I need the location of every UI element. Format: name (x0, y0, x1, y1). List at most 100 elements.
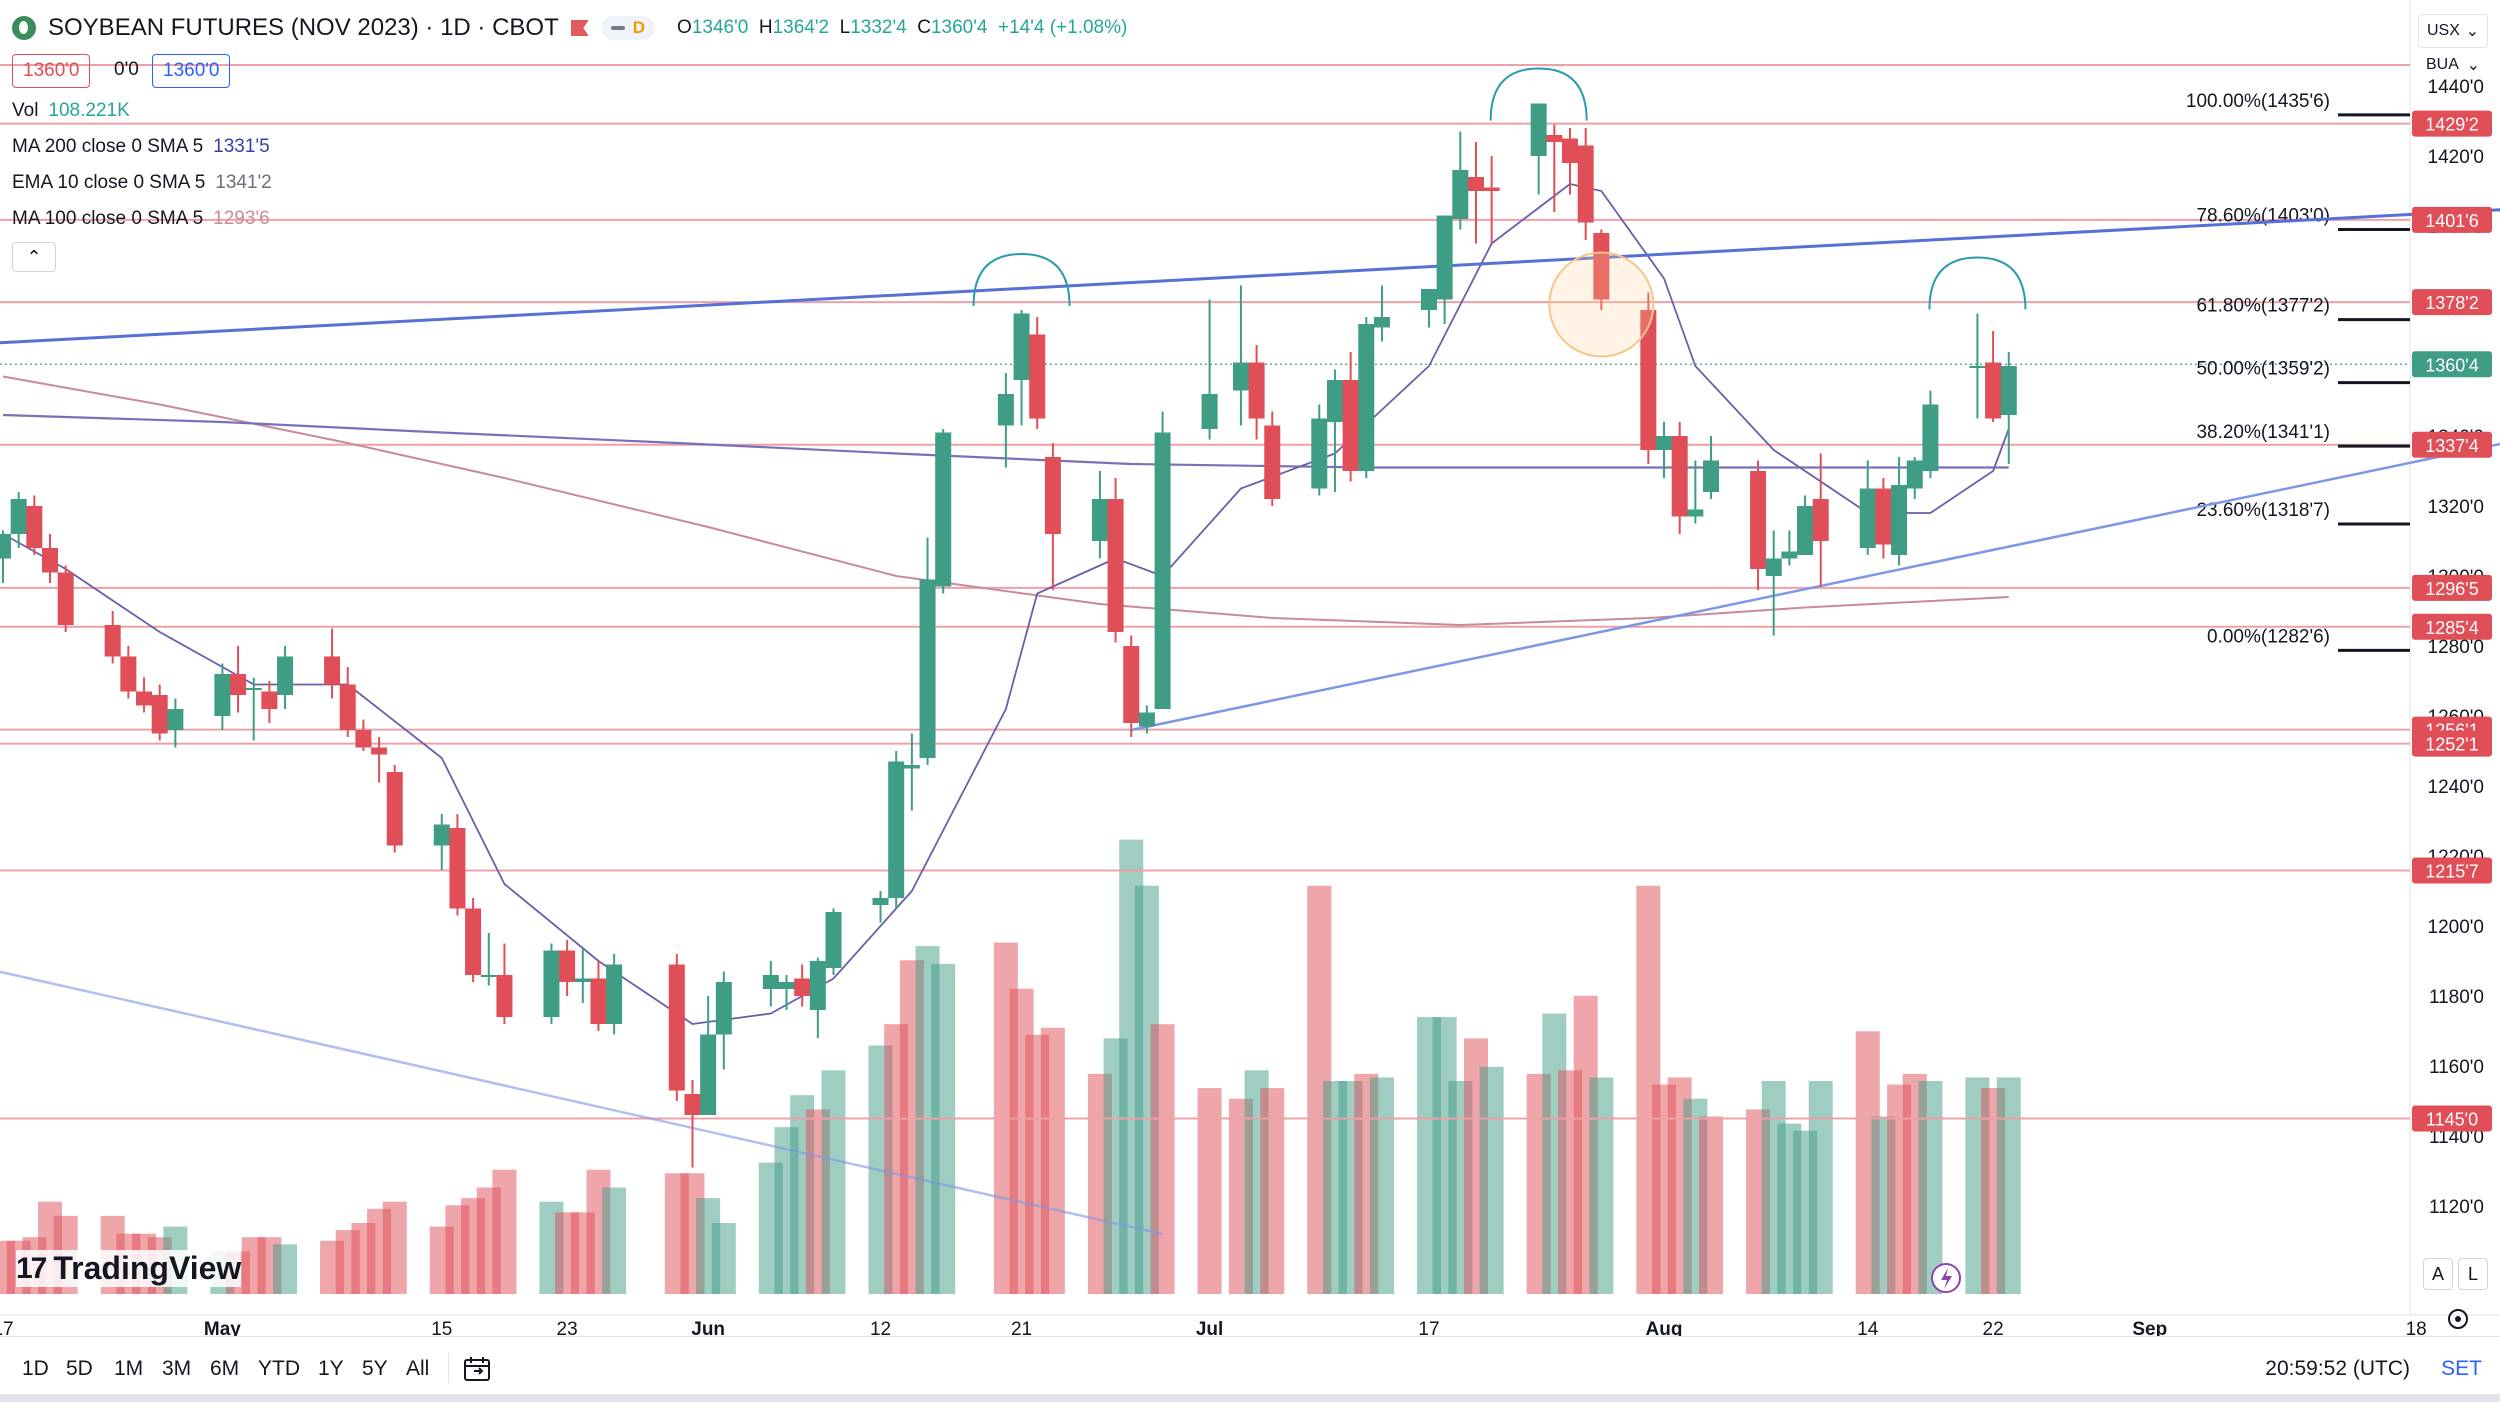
log-scale-button[interactable]: L (2458, 1258, 2488, 1290)
price-level-badge (2412, 1105, 2492, 1132)
candle (1420, 289, 1437, 328)
candle (1546, 124, 1563, 212)
calendar-goto-icon[interactable] (462, 1355, 494, 1383)
symbol-title[interactable]: SOYBEAN FUTURES (NOV 2023) · 1D · CBOT (48, 14, 559, 41)
candle-body (888, 761, 905, 898)
candle-body (245, 688, 262, 690)
candle (1232, 285, 1249, 426)
candle-body (10, 499, 27, 534)
candle (794, 964, 811, 1007)
range-1y-button[interactable]: 1Y (318, 1357, 344, 1380)
candle (606, 954, 623, 1035)
buy-price-button[interactable]: 1360'0 (152, 54, 231, 88)
volume-bar (1996, 1077, 2021, 1294)
candle (1906, 457, 1923, 499)
candle (778, 975, 795, 1010)
candle (888, 751, 905, 909)
tradingview-logo[interactable]: 17 TradingView (16, 1250, 242, 1287)
candle (1859, 460, 1876, 555)
volume-bar (711, 1223, 736, 1294)
candle (1562, 128, 1578, 195)
candle-body (1420, 289, 1437, 310)
volume-bar (1150, 1024, 1175, 1294)
candle-body (465, 908, 482, 975)
chevron-down-icon: ⌄ (2465, 23, 2479, 40)
candle (1107, 478, 1124, 643)
price-level-badge-label: 1296'5 (2425, 579, 2479, 599)
time-tick-label: 21 (1011, 1319, 1032, 1340)
candle-body (1969, 366, 1986, 368)
range-3m-button[interactable]: 3M (162, 1357, 192, 1380)
candle-body (1875, 488, 1892, 545)
volume-bar (931, 963, 956, 1294)
flag-icon[interactable] (570, 20, 589, 36)
time-tick-label: Jul (1196, 1319, 1223, 1340)
candle (120, 646, 137, 699)
candle (1593, 229, 1610, 310)
price-tick-label: 1180'0 (2429, 987, 2484, 1008)
candle-body (1703, 460, 1720, 492)
unit-select[interactable]: BUA ⌄ (2426, 56, 2480, 74)
candle (136, 677, 153, 713)
fib-level-label: 61.80%(1377'2) (2196, 296, 2330, 317)
utc-clock[interactable]: 20:59:52 (UTC) (2265, 1357, 2410, 1380)
time-tick-label: Aug (1646, 1319, 1683, 1340)
range-5y-button[interactable]: 5Y (362, 1357, 388, 1380)
data-mode-toggle[interactable]: D (600, 16, 656, 40)
ma200-legend[interactable]: MA 200 close 0 SMA 5 1331'5 (12, 136, 270, 157)
collapse-legend-button[interactable]: ⌃ (12, 242, 56, 272)
candle-body (1232, 362, 1249, 391)
candle-body (136, 691, 153, 706)
candle (559, 940, 576, 996)
candle (2000, 352, 2017, 464)
volume-bar (1699, 1116, 1724, 1294)
candle-body (1373, 317, 1390, 328)
pattern-arc (1928, 256, 2027, 310)
ma100-legend[interactable]: MA 100 close 0 SMA 5 1293'6 (12, 208, 270, 229)
candle (1311, 404, 1328, 496)
candle (1765, 530, 1782, 636)
price-tick-label: 1140'0 (2429, 1127, 2484, 1148)
candle-body (2000, 366, 2017, 415)
candle-body (1922, 404, 1939, 471)
candle (574, 947, 591, 1003)
auto-scale-button[interactable]: A (2423, 1258, 2453, 1290)
range-all-button[interactable]: All (406, 1357, 430, 1380)
symbol-header: SOYBEAN FUTURES (NOV 2023) · 1D · CBOT D… (12, 14, 1127, 42)
range-5d-button[interactable]: 5D (66, 1357, 93, 1380)
candle-body (120, 656, 137, 692)
candle (1013, 310, 1030, 426)
candle-series (0, 103, 2017, 1168)
range-1m-button[interactable]: 1M (114, 1357, 144, 1380)
price-level-badge-label: 1145'0 (2426, 1110, 2478, 1130)
currency-select[interactable]: USX ⌄ (2418, 14, 2488, 48)
price-level-badge (2412, 351, 2492, 378)
candle-body (1091, 499, 1108, 541)
volume-bar (1260, 1088, 1285, 1294)
candle-body (574, 978, 591, 982)
price-tick-label: 1440'0 (2428, 77, 2484, 98)
ema10-legend[interactable]: EMA 10 close 0 SMA 5 1341'2 (12, 172, 272, 193)
volume-legend[interactable]: Vol 108.221K (12, 100, 130, 121)
volume-bar (492, 1169, 517, 1294)
price-level-badge-label: 1252'1 (2425, 735, 2479, 755)
sell-price-button[interactable]: 1360'0 (12, 54, 91, 88)
candle-body (762, 975, 779, 989)
session-set-button[interactable]: SET (2441, 1357, 2482, 1380)
candle (355, 719, 372, 751)
price-tick-label: 1120'0 (2429, 1197, 2484, 1218)
range-6m-button[interactable]: 6M (210, 1357, 240, 1380)
candle-body (919, 579, 936, 758)
candle-body (1656, 436, 1673, 450)
price-tick-label: 1420'0 (2428, 147, 2484, 168)
time-tick-label: Jun (691, 1319, 725, 1340)
candle-body (261, 691, 278, 709)
candle-body (230, 674, 247, 695)
candle-body (1107, 499, 1124, 632)
range-ytd-button[interactable]: YTD (258, 1357, 300, 1380)
range-1d-button[interactable]: 1D (22, 1357, 49, 1380)
candle-body (590, 978, 607, 1024)
candle-body (1781, 551, 1798, 559)
candle (1044, 443, 1061, 590)
